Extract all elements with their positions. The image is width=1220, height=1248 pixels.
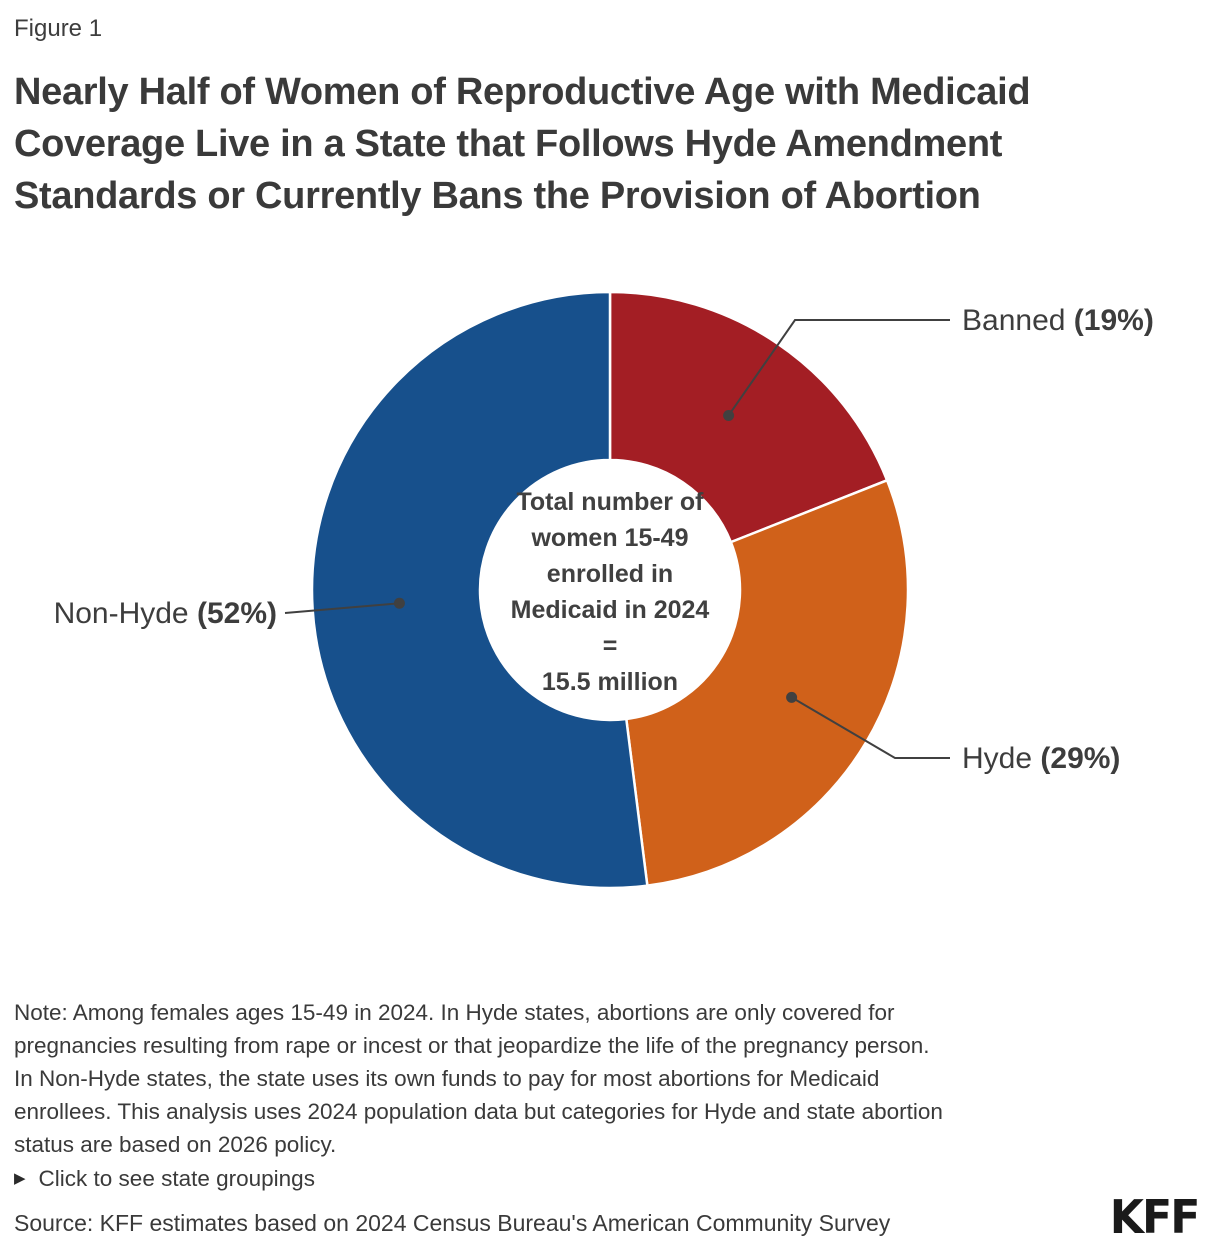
leader-dot-banned — [723, 409, 735, 421]
state-groupings-expander[interactable]: ▶ Click to see state groupings — [14, 1164, 315, 1194]
slice-label-nonhyde-pct: (52%) — [196, 597, 277, 630]
expander-label: Click to see state groupings — [38, 1166, 315, 1191]
note-text: Note: Among females ages 15-49 in 2024. … — [14, 1000, 943, 1157]
slice-label-banned-pct: (19%) — [1073, 304, 1154, 337]
slice-label-nonhyde-text: Non-Hyde — [53, 597, 189, 630]
slice-label-hyde-pct: (29%) — [1040, 742, 1121, 775]
donut-slice-banned — [608, 290, 889, 544]
slice-label-hyde: Hyde (29%) — [962, 744, 1120, 774]
kff-logo: KFF — [1109, 1190, 1200, 1244]
slice-label-banned: Banned (19%) — [962, 306, 1154, 336]
leader-line-hyde — [791, 696, 950, 759]
figure-label: Figure 1 — [14, 15, 103, 42]
donut-slice-non-hyde — [310, 290, 649, 890]
donut-slice-hyde — [624, 478, 910, 888]
slice-label-nonhyde: Non-Hyde (52%) — [0, 599, 277, 629]
leader-line-non-hyde — [284, 602, 400, 614]
expander-triangle-icon: ▶ — [14, 1170, 26, 1187]
donut-center-label: Total number of women 15-49 enrolled in … — [510, 488, 710, 696]
leader-line-banned — [727, 319, 950, 417]
slice-label-banned-text: Banned — [962, 304, 1066, 337]
chart-title: Nearly Half of Women of Reproductive Age… — [14, 71, 1031, 217]
leader-dot-non-hyde — [393, 597, 405, 609]
leader-dot-hyde — [786, 691, 798, 703]
source-text: Source: KFF estimates based on 2024 Cens… — [14, 1210, 891, 1236]
slice-label-hyde-text: Hyde — [962, 742, 1033, 775]
